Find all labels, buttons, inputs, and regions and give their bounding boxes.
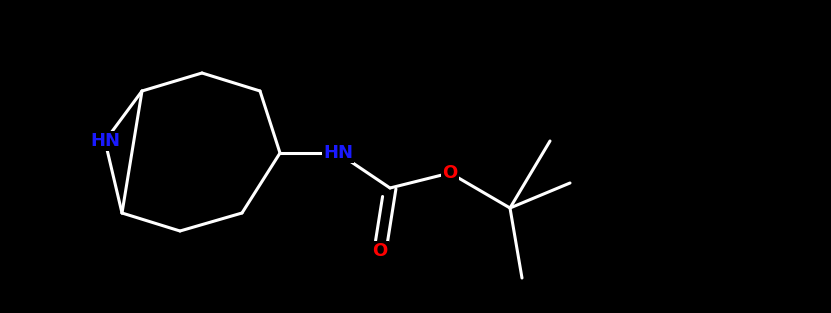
Text: O: O (442, 164, 458, 182)
Text: O: O (372, 242, 387, 260)
Text: HN: HN (323, 144, 353, 162)
Text: HN: HN (90, 132, 120, 150)
